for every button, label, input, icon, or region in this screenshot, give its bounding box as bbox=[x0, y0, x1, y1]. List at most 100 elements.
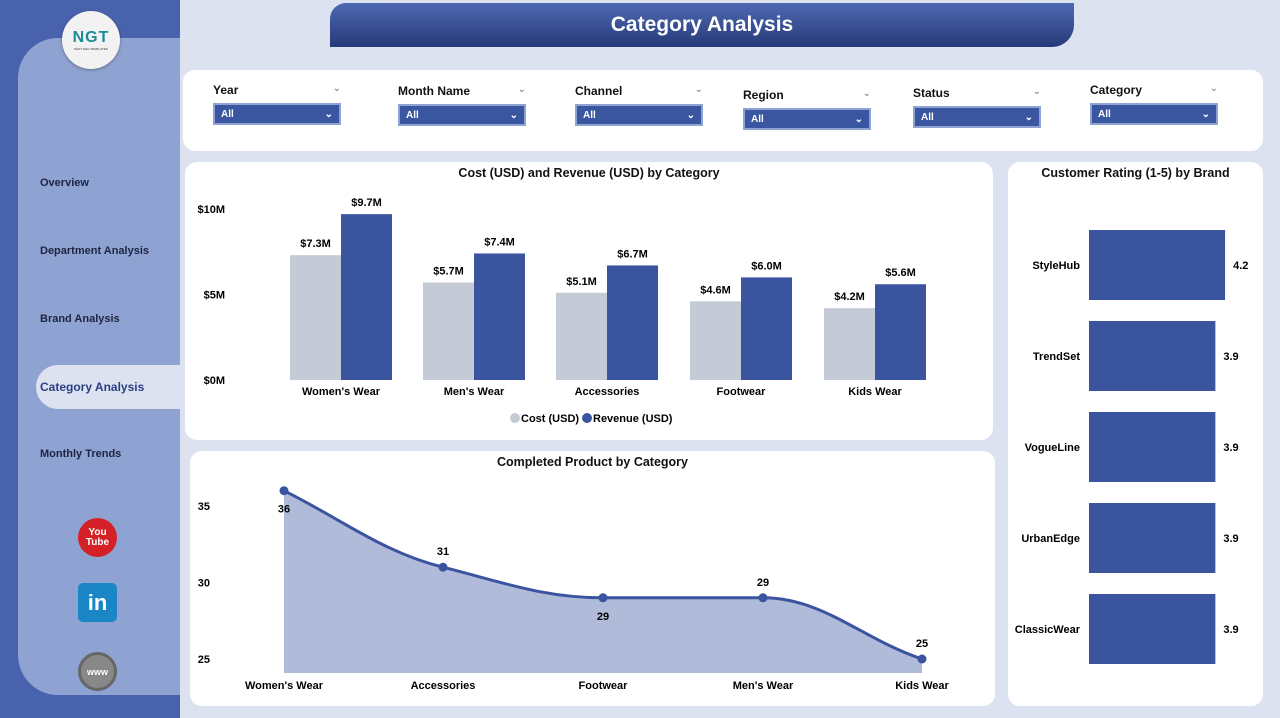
y-tick-label: 30 bbox=[198, 578, 210, 590]
x-tick-label: Women's Wear bbox=[245, 680, 324, 692]
legend-marker-cost bbox=[510, 413, 520, 423]
rating-bar bbox=[1089, 412, 1216, 482]
youtube-icon[interactable]: You Tube bbox=[78, 518, 117, 557]
x-tick-label: Women's Wear bbox=[302, 386, 381, 398]
filter-value: All bbox=[751, 113, 764, 125]
x-tick-label: Accessories bbox=[411, 680, 476, 692]
globe-icon[interactable]: www bbox=[78, 652, 117, 691]
data-point bbox=[917, 654, 927, 664]
y-tick-label: $5M bbox=[204, 290, 225, 302]
chevron-down-icon: ⌄ bbox=[509, 109, 518, 121]
data-point bbox=[598, 593, 608, 603]
filter-dropdown[interactable]: All ⌄ bbox=[743, 108, 871, 130]
chart-title: Customer Rating (1-5) by Brand bbox=[1041, 166, 1230, 180]
cost-revenue-chart: $0M $5M $10M $7.3M $9.7M Women's Wear $5.7M $7.… bbox=[197, 197, 926, 425]
bar-revenue bbox=[607, 265, 658, 380]
filter-panel: Year ⌄ All ⌄ Month Name ⌄ All ⌄ Channel ⌄ All ⌄ Regi… bbox=[183, 70, 1263, 151]
chevron-down-icon: ⌄ bbox=[1201, 108, 1210, 120]
filter-region: Region ⌄ All ⌄ bbox=[743, 88, 871, 130]
brand-label: UrbanEdge bbox=[1021, 533, 1080, 545]
filter-value: All bbox=[583, 109, 596, 121]
chevron-down-icon[interactable]: ⌄ bbox=[862, 88, 871, 99]
series-line bbox=[283, 489, 923, 661]
filter-label: Year bbox=[213, 83, 239, 97]
nav-brand-analysis[interactable]: Brand Analysis bbox=[40, 313, 120, 325]
x-tick-label: Men's Wear bbox=[444, 386, 505, 398]
chevron-down-icon: ⌄ bbox=[324, 108, 333, 120]
data-label: 25 bbox=[916, 638, 928, 650]
chart-title: Completed Product by Category bbox=[497, 455, 688, 469]
data-label: 3.9 bbox=[1223, 533, 1238, 545]
nav-monthly-trends[interactable]: Monthly Trends bbox=[40, 448, 122, 460]
filter-year: Year ⌄ All ⌄ bbox=[213, 83, 341, 125]
filter-dropdown[interactable]: All ⌄ bbox=[913, 106, 1041, 128]
rating-chart-card: Customer Rating (1-5) by Brand StyleHub 4… bbox=[1008, 162, 1263, 706]
data-label: $5.6M bbox=[885, 267, 916, 279]
bar-revenue bbox=[341, 214, 392, 380]
chevron-down-icon[interactable]: ⌄ bbox=[1032, 86, 1041, 97]
brand-label: VogueLine bbox=[1025, 442, 1080, 454]
chevron-down-icon: ⌄ bbox=[686, 109, 695, 121]
brand-label: StyleHub bbox=[1032, 260, 1080, 272]
data-point bbox=[279, 486, 289, 496]
bar-cost bbox=[556, 292, 607, 380]
data-point bbox=[758, 593, 768, 603]
data-label: 29 bbox=[597, 611, 609, 623]
y-tick-label: 25 bbox=[198, 654, 210, 666]
brand-label: ClassicWear bbox=[1015, 624, 1081, 636]
data-label: $6.0M bbox=[751, 260, 782, 272]
chevron-down-icon[interactable]: ⌄ bbox=[1209, 83, 1218, 94]
data-label: 3.9 bbox=[1223, 624, 1238, 636]
data-label: $9.7M bbox=[351, 197, 382, 209]
brand-label: TrendSet bbox=[1033, 351, 1080, 363]
x-tick-label: Footwear bbox=[579, 680, 629, 692]
filter-label: Month Name bbox=[398, 84, 470, 98]
filter-status: Status ⌄ All ⌄ bbox=[913, 86, 1041, 128]
logo-subtext: NEXT GEN TEMPLATES bbox=[74, 47, 108, 51]
bar-revenue bbox=[474, 253, 525, 380]
x-tick-label: Men's Wear bbox=[733, 680, 794, 692]
filter-dropdown[interactable]: All ⌄ bbox=[575, 104, 703, 126]
filter-label: Channel bbox=[575, 84, 623, 98]
data-label: 3.9 bbox=[1223, 442, 1238, 454]
rating-bar bbox=[1089, 503, 1216, 573]
x-tick-label: Kids Wear bbox=[895, 680, 949, 692]
legend-label-revenue: Revenue (USD) bbox=[593, 413, 673, 425]
data-label: 29 bbox=[757, 577, 769, 589]
active-nav-highlight bbox=[36, 365, 180, 409]
rating-bar bbox=[1089, 230, 1226, 300]
completed-product-chart: 25 30 35 36 Women's Wear 31 Accessories 29 Footw… bbox=[198, 486, 950, 692]
legend-marker-revenue bbox=[582, 413, 592, 423]
chevron-down-icon[interactable]: ⌄ bbox=[332, 83, 341, 94]
filter-label: Status bbox=[913, 86, 950, 100]
data-label: 31 bbox=[437, 546, 449, 558]
chevron-down-icon: ⌄ bbox=[1024, 111, 1033, 123]
data-label: $4.2M bbox=[834, 291, 865, 303]
filter-month-name: Month Name ⌄ All ⌄ bbox=[398, 84, 526, 126]
linkedin-icon[interactable]: in bbox=[78, 583, 117, 622]
legend-label-cost: Cost (USD) bbox=[521, 413, 579, 425]
nav-overview[interactable]: Overview bbox=[40, 177, 89, 189]
data-label: $7.4M bbox=[484, 236, 515, 248]
rating-chart: StyleHub 4.2 TrendSet 3.9 VogueLine 3.9 UrbanE… bbox=[1015, 230, 1248, 664]
filter-value: All bbox=[221, 108, 234, 120]
filter-dropdown[interactable]: All ⌄ bbox=[398, 104, 526, 126]
y-tick-label: $10M bbox=[197, 204, 225, 216]
filter-dropdown[interactable]: All ⌄ bbox=[213, 103, 341, 125]
data-label: $6.7M bbox=[617, 248, 648, 260]
chart-title: Cost (USD) and Revenue (USD) by Category bbox=[458, 166, 720, 180]
chevron-down-icon[interactable]: ⌄ bbox=[517, 84, 526, 95]
data-label: $5.1M bbox=[566, 276, 597, 288]
area-fill bbox=[284, 490, 922, 673]
nav-department-analysis[interactable]: Department Analysis bbox=[40, 245, 150, 257]
data-label: $5.7M bbox=[433, 266, 464, 278]
logo: NGT NEXT GEN TEMPLATES bbox=[62, 11, 120, 69]
rating-bar bbox=[1089, 594, 1216, 664]
chevron-down-icon[interactable]: ⌄ bbox=[694, 84, 703, 95]
filter-label: Category bbox=[1090, 83, 1143, 97]
nav-category-analysis[interactable]: Category Analysis bbox=[40, 380, 145, 394]
bar-cost bbox=[690, 301, 741, 380]
filter-category: Category ⌄ All ⌄ bbox=[1090, 83, 1218, 125]
filter-value: All bbox=[921, 111, 934, 123]
filter-dropdown[interactable]: All ⌄ bbox=[1090, 103, 1218, 125]
